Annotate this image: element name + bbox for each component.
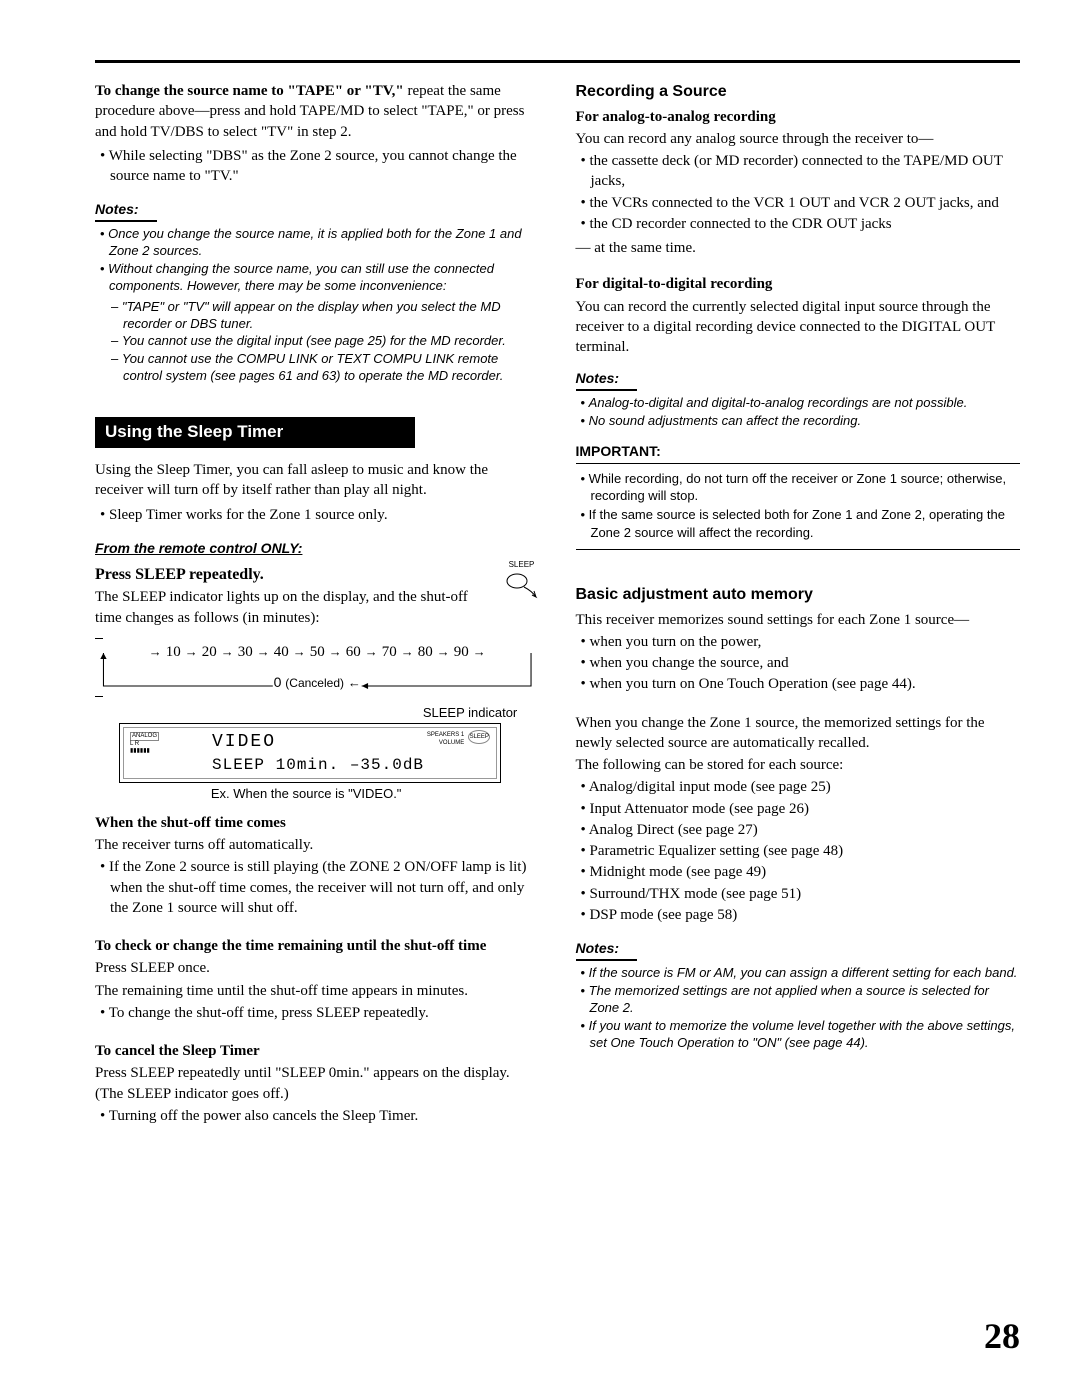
list-item: Analog/digital input mode (see page 25) (576, 777, 1021, 797)
list-item: If the same source is selected both for … (576, 506, 1021, 541)
source-name-bullets: While selecting "DBS" as the Zone 2 sour… (95, 146, 540, 187)
basic-adjustment-heading: Basic adjustment auto memory (576, 584, 1021, 606)
digital-rec-heading: For digital-to-digital recording (576, 274, 1021, 294)
sleep-button-icon: SLEEP (502, 560, 542, 605)
list-item: when you change the source, and (576, 653, 1021, 673)
list-item: No sound adjustments can affect the reco… (576, 413, 1021, 430)
manual-page: To change the source name to "TAPE" or "… (0, 0, 1080, 1170)
display-indicators: ANALOG L R ▮▮▮▮▮▮ (130, 732, 159, 754)
list-item: Without changing the source name, you ca… (95, 261, 540, 295)
basic-intro: This receiver memorizes sound settings f… (576, 610, 1021, 630)
list-item: DSP mode (see page 58) (576, 905, 1021, 925)
display-status-line: SLEEP 10min. –35.0dB (212, 755, 488, 777)
notes-body: Analog-to-digital and digital-to-analog … (576, 395, 1021, 430)
press-sleep-block: Press SLEEP repeatedly. The SLEEP indica… (95, 564, 540, 628)
cancel-line: Press SLEEP repeatedly until "SLEEP 0min… (95, 1063, 540, 1104)
remote-only-label: From the remote control ONLY: (95, 539, 540, 558)
recording-heading: Recording a Source (576, 81, 1021, 103)
notes-body: Once you change the source name, it is a… (95, 226, 540, 385)
list-item: The memorized settings are not applied w… (576, 983, 1021, 1017)
list-item: If you want to memorize the volume level… (576, 1018, 1021, 1052)
list-item: Parametric Equalizer setting (see page 4… (576, 841, 1021, 861)
notes-heading: Notes: (576, 939, 638, 961)
receiver-display-illustration: ANALOG L R ▮▮▮▮▮▮ SLEEP SPEAKERS 1 VOLUM… (119, 723, 501, 783)
display-caption: Ex. When the source is "VIDEO." (95, 785, 517, 803)
list-item: Once you change the source name, it is a… (95, 226, 540, 260)
right-column: Recording a Source For analog-to-analog … (576, 81, 1021, 1130)
analog-tail: — at the same time. (576, 238, 1021, 258)
list-item: Midnight mode (see page 49) (576, 862, 1021, 882)
list-item: the cassette deck (or MD recorder) conne… (576, 151, 1021, 192)
list-item: "TAPE" or "TV" will appear on the displa… (123, 299, 540, 333)
check-line1: Press SLEEP once. (95, 958, 540, 978)
section-header-bar: Using the Sleep Timer (95, 417, 415, 448)
list-item: Analog-to-digital and digital-to-analog … (576, 395, 1021, 412)
lead-bold: To change the source name to "TAPE" or "… (95, 83, 404, 99)
basic-para2b: The following can be stored for each sou… (576, 755, 1021, 775)
list-item: You cannot use the digital input (see pa… (123, 333, 540, 350)
notes-heading: Notes: (95, 200, 157, 222)
source-name-intro: To change the source name to "TAPE" or "… (95, 81, 540, 142)
check-line2: The remaining time until the shut-off ti… (95, 981, 540, 1001)
press-sleep-heading: Press SLEEP repeatedly. (95, 564, 540, 586)
sequence-row: →10 →20 →30 →40 →50 →60 →70 →80 →90 → (95, 642, 540, 662)
analog-intro: You can record any analog source through… (576, 129, 1021, 149)
important-box: While recording, do not turn off the rec… (576, 463, 1021, 550)
list-item: While selecting "DBS" as the Zone 2 sour… (95, 146, 540, 187)
shutoff-line: The receiver turns off automatically. (95, 835, 540, 855)
list-item: Sleep Timer works for the Zone 1 source … (95, 505, 540, 525)
list-item: the CD recorder connected to the CDR OUT… (576, 214, 1021, 234)
notes-heading: Notes: (576, 369, 638, 391)
list-item: To change the shut-off time, press SLEEP… (95, 1003, 540, 1023)
list-item: when you turn on the power, (576, 632, 1021, 652)
list-item: the VCRs connected to the VCR 1 OUT and … (576, 193, 1021, 213)
list-item: Turning off the power also cancels the S… (95, 1106, 540, 1126)
shutoff-heading: When the shut-off time comes (95, 813, 540, 833)
check-heading: To check or change the time remaining un… (95, 936, 540, 956)
analog-rec-heading: For analog-to-analog recording (576, 107, 1021, 127)
press-sleep-text: The SLEEP indicator lights up on the dis… (95, 587, 477, 628)
list-item: Input Attenuator mode (see page 26) (576, 799, 1021, 819)
important-heading: IMPORTANT: (576, 442, 1021, 461)
sleep-indicator-label: SLEEP indicator (95, 704, 517, 722)
list-item: when you turn on One Touch Operation (se… (576, 674, 1021, 694)
basic-para2a: When you change the Zone 1 source, the m… (576, 713, 1021, 754)
page-number: 28 (984, 1312, 1020, 1361)
cancel-heading: To cancel the Sleep Timer (95, 1041, 540, 1061)
list-item: If the Zone 2 source is still playing (t… (95, 857, 540, 918)
digital-text: You can record the currently selected di… (576, 297, 1021, 358)
sleep-intro: Using the Sleep Timer, you can fall asle… (95, 460, 540, 501)
list-item: If the source is FM or AM, you can assig… (576, 965, 1021, 982)
notes-body: If the source is FM or AM, you can assig… (576, 965, 1021, 1051)
list-item: Analog Direct (see page 27) (576, 820, 1021, 840)
list-item: You cannot use the COMPU LINK or TEXT CO… (123, 351, 540, 385)
two-column-layout: To change the source name to "TAPE" or "… (95, 81, 1020, 1130)
list-item: While recording, do not turn off the rec… (576, 470, 1021, 505)
sequence-cancel: 0 (Canceled) ← (95, 673, 540, 692)
sleep-sequence-diagram: →10 →20 →30 →40 →50 →60 →70 →80 →90 → 0 … (95, 638, 540, 696)
left-column: To change the source name to "TAPE" or "… (95, 81, 540, 1130)
top-horizontal-rule (95, 60, 1020, 63)
list-item: Surround/THX mode (see page 51) (576, 884, 1021, 904)
